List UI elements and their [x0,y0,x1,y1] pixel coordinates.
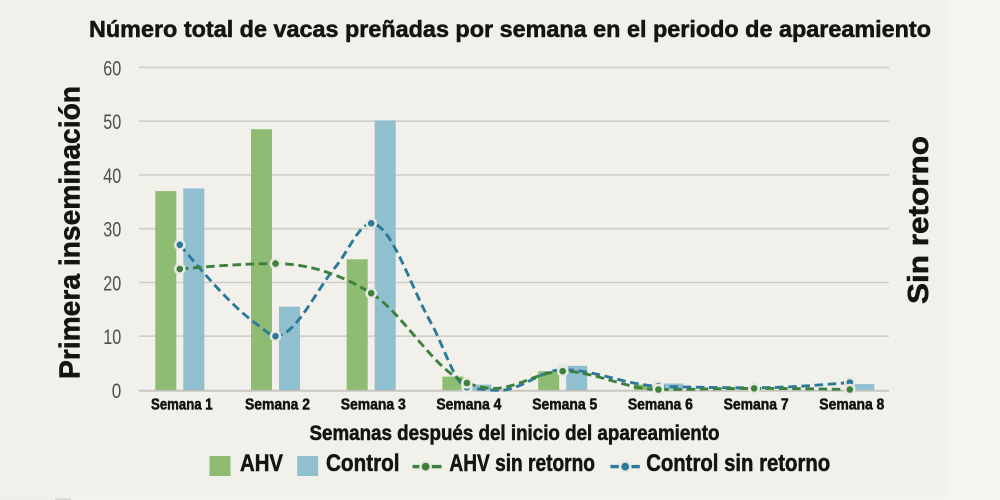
svg-text:Semana 5: Semana 5 [532,397,597,414]
svg-text:20: 20 [103,273,121,296]
svg-text:Semana 7: Semana 7 [724,397,789,414]
svg-text:Semana 2: Semana 2 [245,397,310,414]
svg-text:Semanas después del inicio del: Semanas después del inicio del apareamie… [310,422,720,445]
svg-text:40: 40 [103,165,121,188]
svg-text:AHV: AHV [240,450,283,477]
svg-text:AHV sin retorno: AHV sin retorno [449,450,595,477]
svg-text:0: 0 [112,380,122,403]
svg-text:Control: Control [326,450,400,477]
svg-text:Semana 8: Semana 8 [819,397,884,414]
svg-text:Semana 4: Semana 4 [436,397,501,414]
svg-text:Primera inseminación: Primera inseminación [54,86,86,379]
svg-text:50: 50 [103,111,121,134]
svg-text:Control sin retorno: Control sin retorno [646,450,830,477]
svg-text:30: 30 [103,219,121,242]
svg-text:60: 60 [103,57,121,80]
svg-text:Número total de vacas preñadas: Número total de vacas preñadas por seman… [89,16,931,42]
svg-text:10: 10 [103,326,121,349]
svg-text:Semana 1: Semana 1 [151,397,213,414]
svg-text:Sin retorno: Sin retorno [903,136,935,304]
svg-text:Semana 6: Semana 6 [628,397,693,414]
svg-text:Semana 3: Semana 3 [341,397,406,414]
